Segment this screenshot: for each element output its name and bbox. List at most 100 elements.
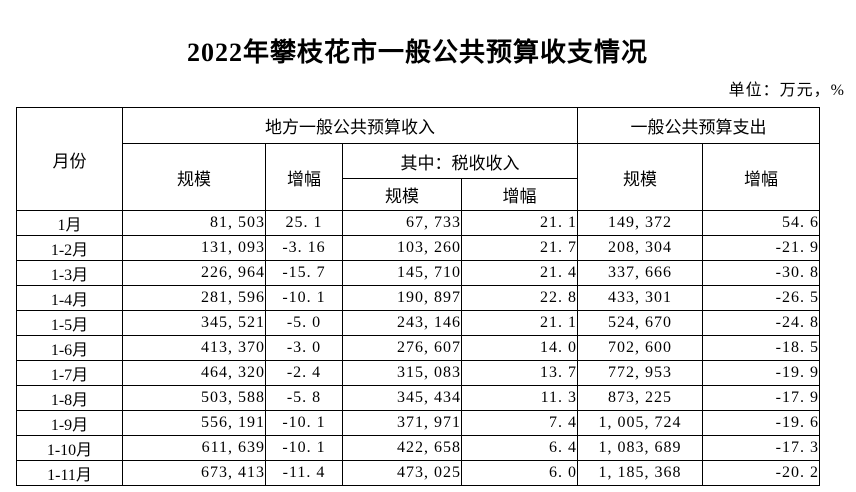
value-cell: -5. 8 (265, 385, 343, 411)
value-cell: 873, 225 (577, 385, 703, 411)
value-cell: -19. 6 (702, 410, 820, 436)
col-header-expenditure-group: 一般公共预算支出 (577, 107, 820, 144)
value-cell: -3. 16 (265, 235, 343, 261)
col-header-expend-growth: 增幅 (702, 143, 820, 211)
col-header-tax-group: 其中：税收收入 (342, 143, 578, 179)
month-cell: 1-4月 (16, 285, 123, 311)
value-cell: 6. 4 (461, 435, 578, 461)
value-cell: -30. 8 (702, 260, 820, 286)
col-header-revenue-growth: 增幅 (265, 143, 343, 211)
header-row-2: 规模 增幅 其中：税收收入 规模 增幅 (17, 143, 820, 211)
table-row: 1-7月 464, 320 -2. 4 315, 083 13. 7 772, 953 -1… (16, 360, 820, 386)
value-cell: 6. 0 (461, 460, 578, 486)
value-cell: -11. 4 (265, 460, 343, 486)
value-cell: 7. 4 (461, 410, 578, 436)
value-cell: 503, 588 (122, 385, 266, 411)
page-title: 2022年攀枝花市一般公共预算收支情况 (186, 38, 648, 67)
month-cell: 1-7月 (16, 360, 123, 386)
month-cell: 1-6月 (16, 335, 123, 361)
month-cell: 1-5月 (16, 310, 123, 336)
value-cell: -5. 0 (265, 310, 343, 336)
month-cell: 1-3月 (16, 260, 123, 286)
table-row: 1-5月 345, 521 -5. 0 243, 146 21. 1 524, 670 -2… (16, 310, 820, 336)
value-cell: 524, 670 (577, 310, 703, 336)
value-cell: 67, 733 (342, 210, 462, 236)
col-header-tax-growth: 增幅 (461, 178, 578, 211)
value-cell: 673, 413 (122, 460, 266, 486)
value-cell: -15. 7 (265, 260, 343, 286)
value-cell: 702, 600 (577, 335, 703, 361)
value-cell: 21. 4 (461, 260, 578, 286)
col-header-month: 月份 (16, 107, 123, 211)
value-cell: -2. 4 (265, 360, 343, 386)
value-cell: 345, 434 (342, 385, 462, 411)
value-cell: 145, 710 (342, 260, 462, 286)
month-cell: 1-11月 (16, 460, 123, 486)
value-cell: 422, 658 (342, 435, 462, 461)
value-cell: 315, 083 (342, 360, 462, 386)
value-cell: 25. 1 (265, 210, 343, 236)
value-cell: 345, 521 (122, 310, 266, 336)
table-row: 1-9月 556, 191 -10. 1 371, 971 7. 4 1, 005, 72… (16, 410, 820, 436)
value-cell: 281, 596 (122, 285, 266, 311)
col-header-expend-scale: 规模 (577, 143, 703, 211)
value-cell: 243, 146 (342, 310, 462, 336)
month-cell: 1-8月 (16, 385, 123, 411)
value-cell: 433, 301 (577, 285, 703, 311)
value-cell: 611, 639 (122, 435, 266, 461)
value-cell: -17. 9 (702, 385, 820, 411)
value-cell: 473, 025 (342, 460, 462, 486)
value-cell: -19. 9 (702, 360, 820, 386)
table-row: 1-8月 503, 588 -5. 8 345, 434 11. 3 873, 225 -1… (16, 385, 820, 411)
value-cell: 413, 370 (122, 335, 266, 361)
value-cell: -24. 8 (702, 310, 820, 336)
value-cell: 190, 897 (342, 285, 462, 311)
value-cell: 21. 1 (461, 210, 578, 236)
month-cell: 1-10月 (16, 435, 123, 461)
value-cell: 226, 964 (122, 260, 266, 286)
header-row-3: 规模 增幅 (17, 178, 820, 211)
value-cell: 1, 005, 724 (577, 410, 703, 436)
table-row: 1-3月 226, 964 -15. 7 145, 710 21. 4 337, 666-… (16, 260, 820, 286)
month-cell: 1-9月 (16, 410, 123, 436)
value-cell: 276, 607 (342, 335, 462, 361)
value-cell: 371, 971 (342, 410, 462, 436)
value-cell: 22. 8 (461, 285, 578, 311)
value-cell: 21. 7 (461, 235, 578, 261)
value-cell: 54. 6 (702, 210, 820, 236)
value-cell: 13. 7 (461, 360, 578, 386)
table-row: 1-6月 413, 370 -3. 0 276, 607 14. 0 702, 600 -1… (16, 335, 820, 361)
value-cell: -10. 1 (265, 410, 343, 436)
value-cell: 149, 372 (577, 210, 703, 236)
col-header-tax-scale: 规模 (342, 178, 462, 211)
value-cell: 131, 093 (122, 235, 266, 261)
value-cell: 1, 185, 368 (577, 460, 703, 486)
value-cell: 464, 320 (122, 360, 266, 386)
value-cell: -18. 5 (702, 335, 820, 361)
table-row: 1-4月 281, 596 -10. 1 190, 897 22. 8 433, 301-… (16, 285, 820, 311)
table-row: 1-11月 673, 413 -11. 4 473, 025 6. 0 1, 185, 3… (16, 460, 820, 486)
table-row: 1-2月 131, 093 -3. 16 103, 260 21. 7 208, 304-… (16, 235, 820, 261)
value-cell: 337, 666 (577, 260, 703, 286)
value-cell: 1, 083, 689 (577, 435, 703, 461)
value-cell: 772, 953 (577, 360, 703, 386)
header-row-1: 月份 地方一般公共预算收入 一般公共预算支出 (16, 107, 820, 211)
value-cell: -10. 1 (265, 435, 343, 461)
col-header-revenue-scale: 规模 (122, 143, 266, 211)
value-cell: 103, 260 (342, 235, 462, 261)
value-cell: -21. 9 (702, 235, 820, 261)
value-cell: -17. 3 (702, 435, 820, 461)
budget-table: 月份 地方一般公共预算收入 一般公共预算支出 规模 增幅 其中：税收收入 规模 … (16, 107, 820, 486)
value-cell: -3. 0 (265, 335, 343, 361)
month-cell: 1-2月 (16, 235, 123, 261)
value-cell: 21. 1 (461, 310, 578, 336)
month-cell: 1月 (16, 210, 123, 236)
value-cell: -26. 5 (702, 285, 820, 311)
col-header-revenue-group: 地方一般公共预算收入 (122, 107, 578, 144)
value-cell: 81, 503 (122, 210, 266, 236)
value-cell: -10. 1 (265, 285, 343, 311)
value-cell: 208, 304 (577, 235, 703, 261)
value-cell: -20. 2 (702, 460, 820, 486)
